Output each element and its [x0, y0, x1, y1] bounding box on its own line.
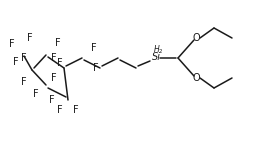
Text: O: O [192, 33, 200, 43]
Text: F: F [49, 95, 55, 105]
Text: F: F [73, 105, 79, 115]
Text: F: F [51, 53, 57, 63]
Text: Si: Si [152, 52, 160, 62]
Text: F: F [9, 39, 15, 49]
Text: F: F [27, 33, 33, 43]
Text: F: F [33, 89, 39, 99]
Text: F: F [21, 77, 27, 87]
Text: F: F [13, 57, 19, 67]
Text: F: F [57, 58, 63, 68]
Text: $H_2$: $H_2$ [153, 44, 163, 56]
Text: F: F [91, 43, 97, 53]
Text: F: F [93, 63, 99, 73]
Text: F: F [57, 105, 63, 115]
Text: O: O [192, 73, 200, 83]
Text: F: F [21, 53, 27, 63]
Text: F: F [55, 38, 61, 48]
Text: F: F [51, 73, 57, 83]
